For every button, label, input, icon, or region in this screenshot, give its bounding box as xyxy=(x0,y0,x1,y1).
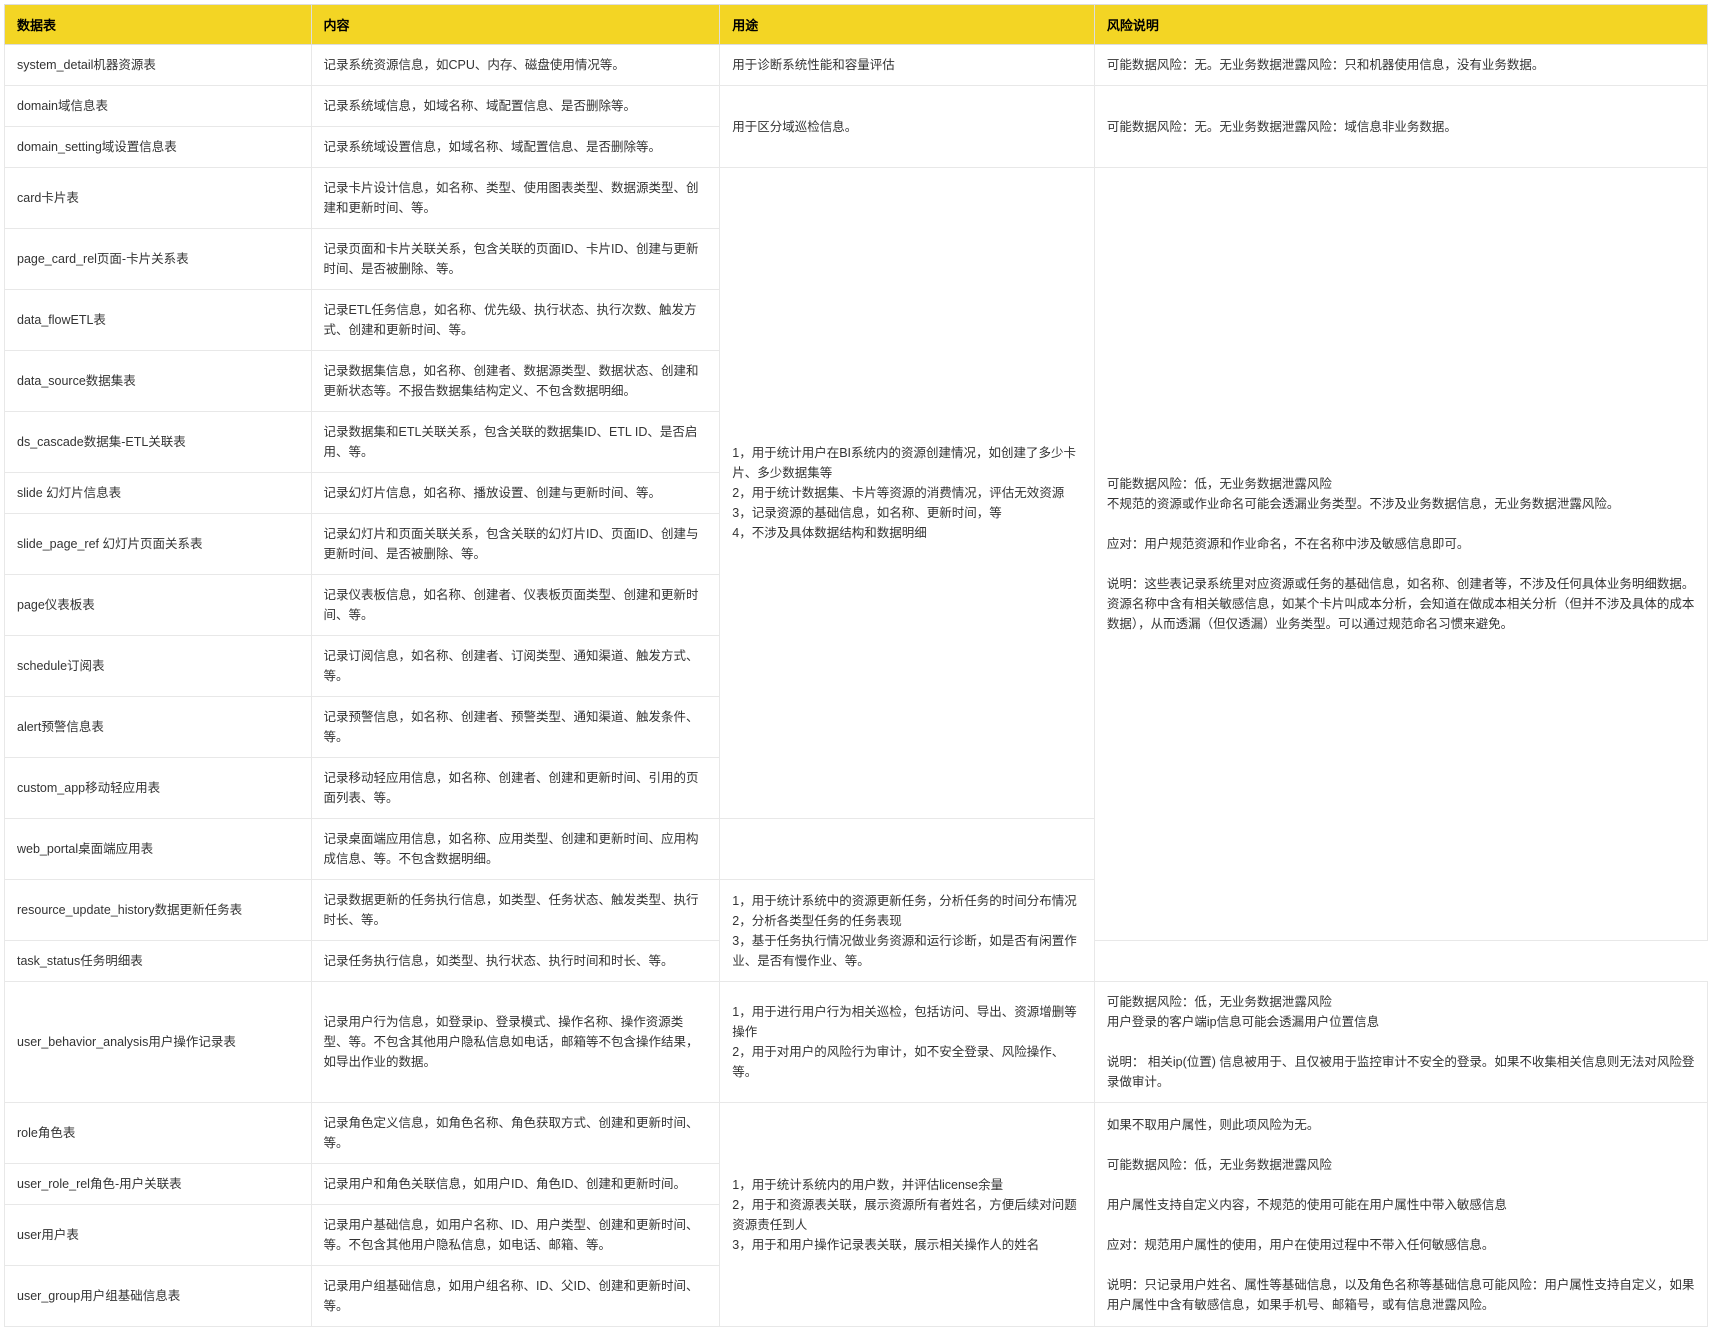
table-cell: slide 幻灯片信息表 xyxy=(5,473,312,514)
table-cell: 记录移动轻应用信息，如名称、创建者、创建和更新时间、引用的页面列表、等。 xyxy=(311,758,720,819)
table-cell: 1，用于统计用户在BI系统内的资源创建情况，如创建了多少卡片、多少数据集等 2，… xyxy=(720,168,1095,819)
table-cell: slide_page_ref 幻灯片页面关系表 xyxy=(5,514,312,575)
table-cell: 可能数据风险：低，无业务数据泄露风险 用户登录的客户端ip信息可能会透漏用户位置… xyxy=(1094,982,1707,1103)
column-header-0: 数据表 xyxy=(5,5,312,45)
table-cell: domain_setting域设置信息表 xyxy=(5,127,312,168)
table-cell: 如果不取用户属性，则此项风险为无。 可能数据风险：低，无业务数据泄露风险 用户属… xyxy=(1094,1103,1707,1327)
table-cell: 记录预警信息，如名称、创建者、预警类型、通知渠道、触发条件、等。 xyxy=(311,697,720,758)
table-cell: 用于区分域巡检信息。 xyxy=(720,86,1095,168)
table-cell: 记录卡片设计信息，如名称、类型、使用图表类型、数据源类型、创建和更新时间、等。 xyxy=(311,168,720,229)
table-cell: ds_cascade数据集-ETL关联表 xyxy=(5,412,312,473)
table-cell: 1，用于进行用户行为相关巡检，包括访问、导出、资源增删等操作 2，用于对用户的风… xyxy=(720,982,1095,1103)
table-cell: 记录幻灯片信息，如名称、播放设置、创建与更新时间、等。 xyxy=(311,473,720,514)
table-row: system_detail机器资源表记录系统资源信息，如CPU、内存、磁盘使用情… xyxy=(5,45,1708,86)
table-cell: page_card_rel页面-卡片关系表 xyxy=(5,229,312,290)
table-row: user_behavior_analysis用户操作记录表记录用户行为信息，如登… xyxy=(5,982,1708,1103)
table-cell: resource_update_history数据更新任务表 xyxy=(5,880,312,941)
table-cell: 1，用于统计系统内的用户数，并评估license余量 2，用于和资源表关联，展示… xyxy=(720,1103,1095,1327)
table-cell: domain域信息表 xyxy=(5,86,312,127)
table-cell: user_group用户组基础信息表 xyxy=(5,1266,312,1327)
data-table: 数据表内容用途风险说明 system_detail机器资源表记录系统资源信息，如… xyxy=(4,4,1708,1327)
table-cell: 记录页面和卡片关联关系，包含关联的页面ID、卡片ID、创建与更新时间、是否被删除… xyxy=(311,229,720,290)
table-cell: 记录任务执行信息，如类型、执行状态、执行时间和时长、等。 xyxy=(311,941,720,982)
table-cell: 记录桌面端应用信息，如名称、应用类型、创建和更新时间、应用构成信息、等。不包含数… xyxy=(311,819,720,880)
table-cell: data_flowETL表 xyxy=(5,290,312,351)
table-cell: alert预警信息表 xyxy=(5,697,312,758)
table-cell: role角色表 xyxy=(5,1103,312,1164)
table-cell: 可能数据风险：无。无业务数据泄露风险：域信息非业务数据。 xyxy=(1094,86,1707,168)
table-cell: 可能数据风险：无。无业务数据泄露风险：只和机器使用信息，没有业务数据。 xyxy=(1094,45,1707,86)
table-cell: 记录仪表板信息，如名称、创建者、仪表板页面类型、创建和更新时间、等。 xyxy=(311,575,720,636)
table-cell: custom_app移动轻应用表 xyxy=(5,758,312,819)
table-row: domain域信息表记录系统域信息，如域名称、域配置信息、是否删除等。用于区分域… xyxy=(5,86,1708,127)
table-cell: 记录幻灯片和页面关联关系，包含关联的幻灯片ID、页面ID、创建与更新时间、是否被… xyxy=(311,514,720,575)
table-cell: web_portal桌面端应用表 xyxy=(5,819,312,880)
column-header-2: 用途 xyxy=(720,5,1095,45)
table-row: role角色表记录角色定义信息，如角色名称、角色获取方式、创建和更新时间、等。1… xyxy=(5,1103,1708,1164)
table-cell: 记录系统域信息，如域名称、域配置信息、是否删除等。 xyxy=(311,86,720,127)
column-header-3: 风险说明 xyxy=(1094,5,1707,45)
table-cell: 记录数据集和ETL关联关系，包含关联的数据集ID、ETL ID、是否启用、等。 xyxy=(311,412,720,473)
table-cell: 可能数据风险：低，无业务数据泄露风险 不规范的资源或作业命名可能会透漏业务类型。… xyxy=(1094,168,1707,941)
column-header-1: 内容 xyxy=(311,5,720,45)
table-body: system_detail机器资源表记录系统资源信息，如CPU、内存、磁盘使用情… xyxy=(5,45,1708,1327)
table-cell: page仪表板表 xyxy=(5,575,312,636)
table-row: card卡片表记录卡片设计信息，如名称、类型、使用图表类型、数据源类型、创建和更… xyxy=(5,168,1708,229)
table-cell: system_detail机器资源表 xyxy=(5,45,312,86)
table-cell: 记录用户行为信息，如登录ip、登录模式、操作名称、操作资源类型、等。不包含其他用… xyxy=(311,982,720,1103)
table-cell: 记录系统域设置信息，如域名称、域配置信息、是否删除等。 xyxy=(311,127,720,168)
table-cell: 记录系统资源信息，如CPU、内存、磁盘使用情况等。 xyxy=(311,45,720,86)
table-cell: 记录用户基础信息，如用户名称、ID、用户类型、创建和更新时间、等。不包含其他用户… xyxy=(311,1205,720,1266)
table-cell: 用于诊断系统性能和容量评估 xyxy=(720,45,1095,86)
table-cell: 记录订阅信息，如名称、创建者、订阅类型、通知渠道、触发方式、等。 xyxy=(311,636,720,697)
table-cell: 1，用于统计系统中的资源更新任务，分析任务的时间分布情况 2，分析各类型任务的任… xyxy=(720,880,1095,982)
table-cell: 记录用户和角色关联信息，如用户ID、角色ID、创建和更新时间。 xyxy=(311,1164,720,1205)
table-cell: user_behavior_analysis用户操作记录表 xyxy=(5,982,312,1103)
table-cell: task_status任务明细表 xyxy=(5,941,312,982)
table-cell: 记录ETL任务信息，如名称、优先级、执行状态、执行次数、触发方式、创建和更新时间… xyxy=(311,290,720,351)
table-cell: card卡片表 xyxy=(5,168,312,229)
table-cell: 记录角色定义信息，如角色名称、角色获取方式、创建和更新时间、等。 xyxy=(311,1103,720,1164)
table-cell: user用户表 xyxy=(5,1205,312,1266)
table-cell: user_role_rel角色-用户关联表 xyxy=(5,1164,312,1205)
table-cell: data_source数据集表 xyxy=(5,351,312,412)
table-cell: 记录数据集信息，如名称、创建者、数据源类型、数据状态、创建和更新状态等。不报告数… xyxy=(311,351,720,412)
table-header: 数据表内容用途风险说明 xyxy=(5,5,1708,45)
table-cell: 记录数据更新的任务执行信息，如类型、任务状态、触发类型、执行时长、等。 xyxy=(311,880,720,941)
table-cell: 记录用户组基础信息，如用户组名称、ID、父ID、创建和更新时间、等。 xyxy=(311,1266,720,1327)
table-cell: schedule订阅表 xyxy=(5,636,312,697)
